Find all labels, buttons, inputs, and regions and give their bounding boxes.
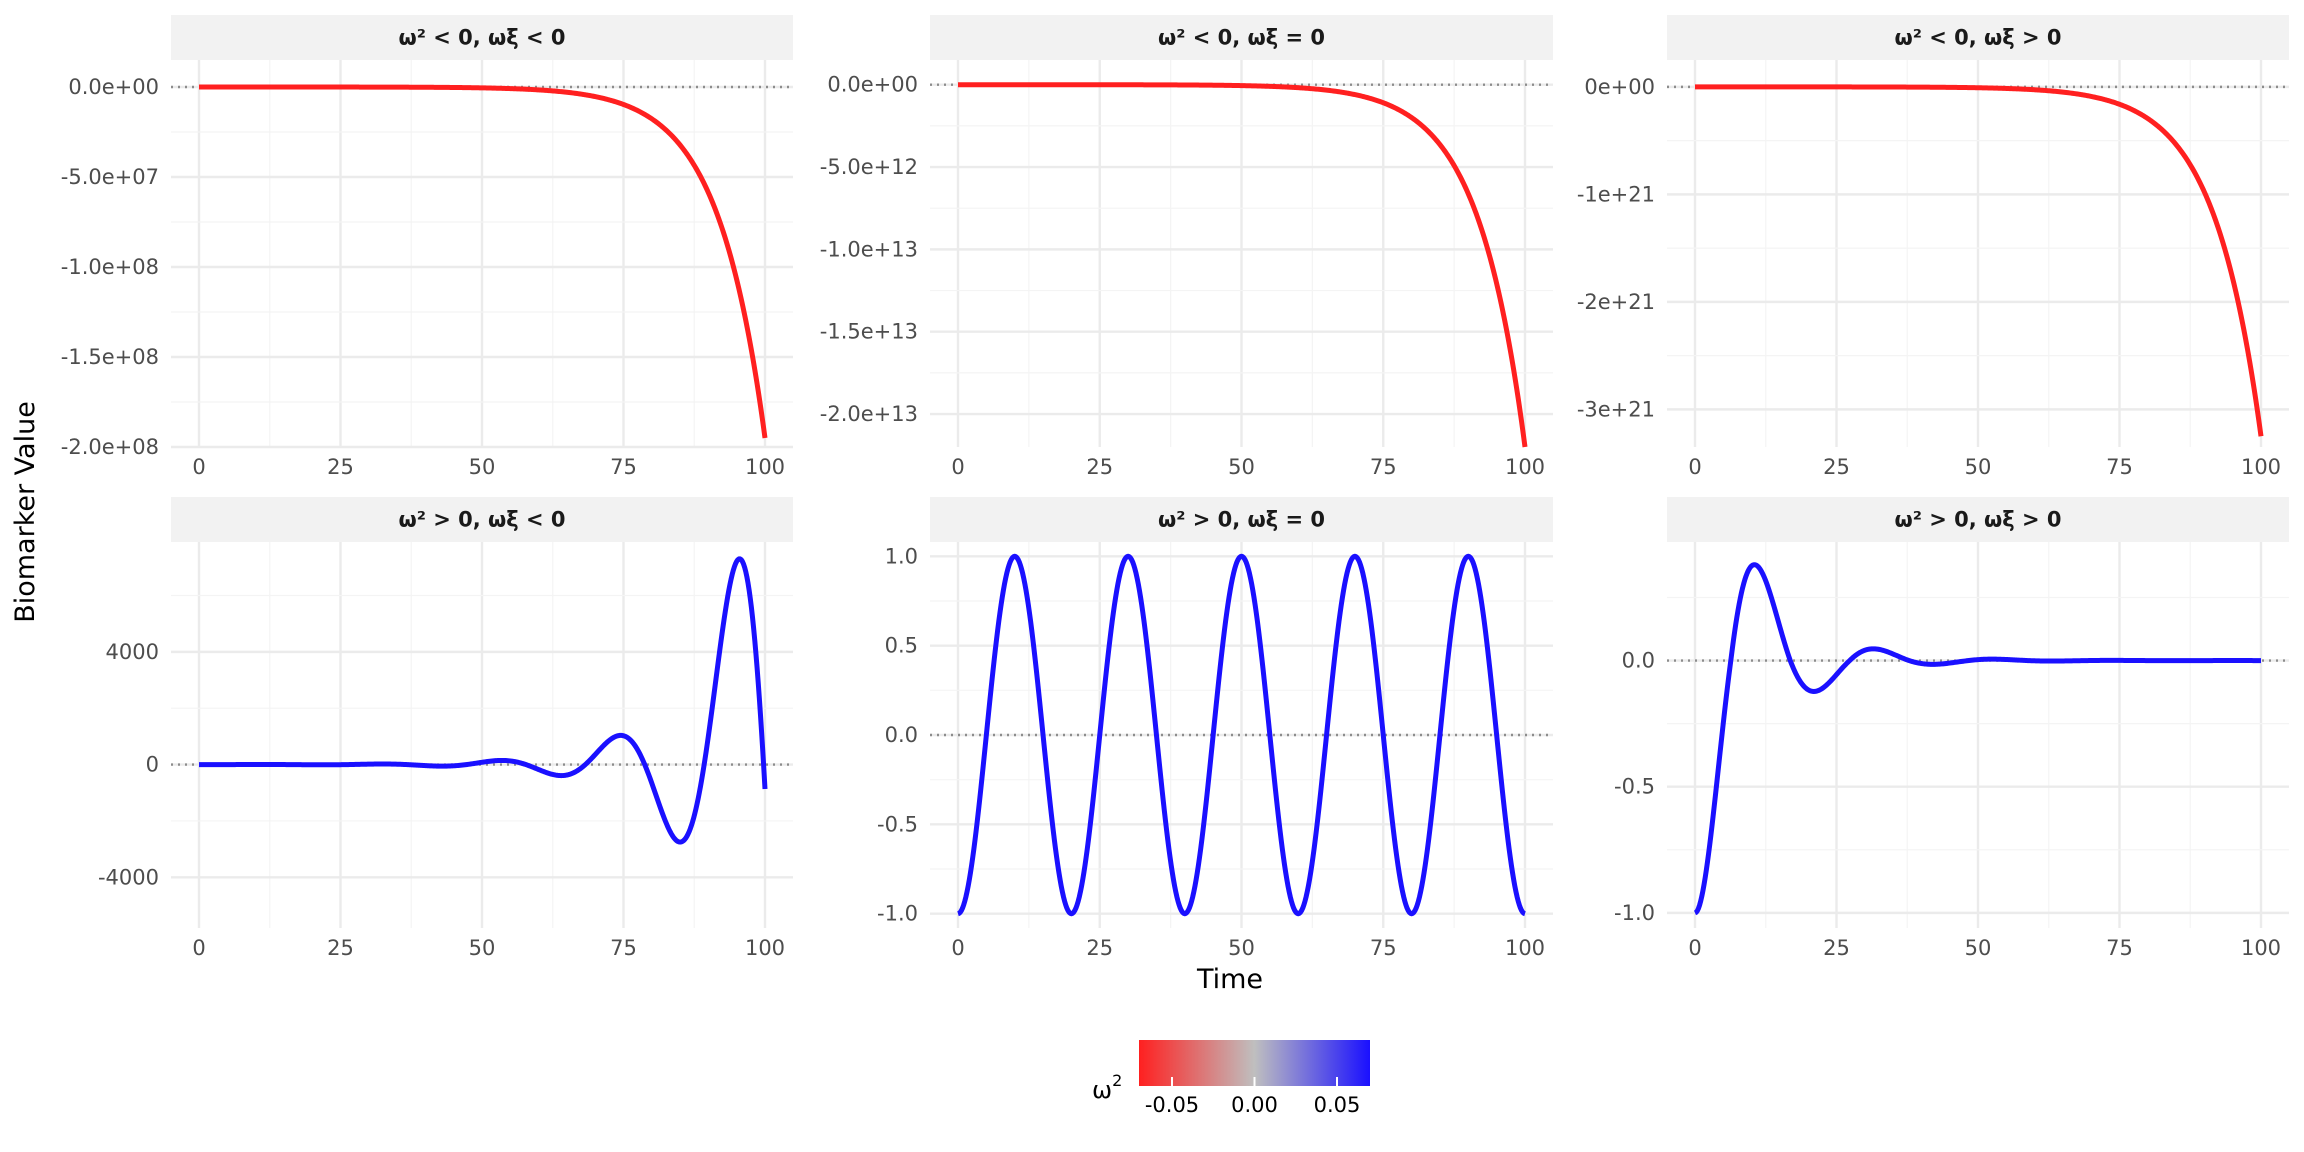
legend-tick-label: -0.05 bbox=[1145, 1093, 1199, 1117]
facet-title: ω² > 0, ωξ = 0 bbox=[1158, 508, 1325, 532]
facet-strip bbox=[930, 497, 1553, 542]
series-line bbox=[1693, 84, 2264, 437]
facet-title: ω² > 0, ωξ > 0 bbox=[1894, 508, 2061, 532]
facet-panels: ω² < 0, ωξ < 0 0.0e+00 -5.0e+07 -1.0e+08 -1.… bbox=[61, 15, 2289, 960]
x-tick-label: 75 bbox=[1370, 936, 1397, 960]
x-axis-label: Time bbox=[1196, 964, 1263, 995]
facet-title: ω² < 0, ωξ < 0 bbox=[398, 26, 565, 50]
x-tick-label: 100 bbox=[1505, 455, 1545, 479]
x-tick-label: 100 bbox=[2241, 455, 2281, 479]
facet-strip bbox=[930, 15, 1553, 60]
x-tick-label: 0 bbox=[1688, 455, 1701, 479]
x-tick-label: 0 bbox=[1688, 936, 1701, 960]
legend-title-superscript: 2 bbox=[1112, 1071, 1122, 1090]
legend-title-base: ω bbox=[1092, 1076, 1112, 1104]
series-line bbox=[197, 84, 768, 439]
x-tick-label: 75 bbox=[610, 455, 637, 479]
series-line bbox=[956, 553, 1527, 917]
x-tick-label: 100 bbox=[745, 936, 785, 960]
y-tick-label: -1e+21 bbox=[1577, 182, 1655, 206]
series-line bbox=[1693, 562, 2263, 916]
legend-tick-label: 0.00 bbox=[1231, 1093, 1278, 1117]
x-tick-label: 25 bbox=[1823, 936, 1850, 960]
x-tick-label: 50 bbox=[1228, 455, 1255, 479]
legend-title: ω2 bbox=[1092, 1071, 1122, 1104]
series-line bbox=[956, 82, 1528, 448]
y-tick-label: -0.5 bbox=[1614, 775, 1655, 799]
facet-strip bbox=[1667, 15, 2289, 60]
legend-tick-label: 0.05 bbox=[1314, 1093, 1361, 1117]
legend-ticks: -0.05 0.00 0.05 bbox=[1145, 1077, 1361, 1117]
x-tick-label: 50 bbox=[469, 455, 496, 479]
facet-panel: ω² < 0, ωξ = 0 0.0e+00 -5.0e+12 -1.0e+13 -1.… bbox=[820, 15, 1553, 479]
x-tick-label: 75 bbox=[2106, 936, 2133, 960]
y-tick-label: -3e+21 bbox=[1577, 397, 1655, 421]
facet-panel: ω² > 0, ωξ = 0 1.0 0.5 0.0 -0.5 -1.0 0 25 50 75 10… bbox=[877, 497, 1553, 960]
y-axis-label: Biomarker Value bbox=[10, 401, 41, 623]
y-tick-label: 4000 bbox=[106, 640, 159, 664]
y-tick-label: -2e+21 bbox=[1577, 290, 1655, 314]
y-tick-label: -1.5e+13 bbox=[820, 320, 918, 344]
x-tick-label: 25 bbox=[327, 936, 354, 960]
y-tick-label: -1.5e+08 bbox=[61, 345, 159, 369]
facet-title: ω² < 0, ωξ = 0 bbox=[1158, 26, 1325, 50]
x-tick-label: 75 bbox=[610, 936, 637, 960]
x-tick-label: 0 bbox=[951, 936, 964, 960]
y-tick-label: -0.5 bbox=[877, 812, 918, 836]
facet-panel: ω² > 0, ωξ > 0 0.0 -0.5 -1.0 0 25 50 75 100 bbox=[1614, 497, 2289, 960]
y-tick-label: -1.0 bbox=[877, 902, 918, 926]
y-tick-label: 0 bbox=[146, 753, 159, 777]
x-tick-label: 50 bbox=[1228, 936, 1255, 960]
y-tick-label: -2.0e+08 bbox=[61, 435, 159, 459]
y-tick-label: 1.0 bbox=[885, 544, 918, 568]
y-tick-label: 0.0e+00 bbox=[68, 75, 159, 99]
x-tick-label: 50 bbox=[469, 936, 496, 960]
x-tick-label: 0 bbox=[951, 455, 964, 479]
x-tick-label: 25 bbox=[1823, 455, 1850, 479]
x-tick-label: 50 bbox=[1965, 936, 1992, 960]
x-tick-label: 25 bbox=[1086, 936, 1113, 960]
y-tick-label: -1.0e+13 bbox=[820, 237, 918, 261]
facet-strip bbox=[171, 15, 793, 60]
x-tick-label: 50 bbox=[1965, 455, 1992, 479]
x-tick-label: 0 bbox=[192, 455, 205, 479]
color-legend: ω2 -0.05 0.00 0.05 bbox=[1092, 1040, 1370, 1117]
x-tick-label: 75 bbox=[1370, 455, 1397, 479]
y-tick-label: 0.5 bbox=[885, 634, 918, 658]
y-tick-label: -4000 bbox=[98, 865, 159, 889]
y-tick-label: 0.0 bbox=[885, 723, 918, 747]
y-tick-label: -1.0e+08 bbox=[61, 255, 159, 279]
y-tick-label: -2.0e+13 bbox=[820, 402, 918, 426]
series-line bbox=[197, 556, 768, 845]
y-tick-label: 0e+00 bbox=[1584, 75, 1655, 99]
x-tick-label: 100 bbox=[2241, 936, 2281, 960]
facet-panel: ω² > 0, ωξ < 0 4000 0 -4000 0 25 50 75 100 bbox=[98, 497, 793, 960]
y-tick-label: -5.0e+12 bbox=[820, 155, 918, 179]
facet-title: ω² > 0, ωξ < 0 bbox=[398, 508, 565, 532]
x-tick-label: 100 bbox=[745, 455, 785, 479]
facet-strip bbox=[1667, 497, 2289, 542]
facet-panel: ω² < 0, ωξ < 0 0.0e+00 -5.0e+07 -1.0e+08 -1.… bbox=[61, 15, 793, 479]
y-tick-label: -5.0e+07 bbox=[61, 165, 159, 189]
y-tick-label: -1.0 bbox=[1614, 901, 1655, 925]
x-tick-label: 25 bbox=[327, 455, 354, 479]
facet-strip bbox=[171, 497, 793, 542]
y-tick-label: 0.0 bbox=[1622, 649, 1655, 673]
facet-title: ω² < 0, ωξ > 0 bbox=[1894, 26, 2061, 50]
x-tick-label: 25 bbox=[1086, 455, 1113, 479]
x-tick-label: 100 bbox=[1505, 936, 1545, 960]
y-tick-label: 0.0e+00 bbox=[827, 73, 918, 97]
x-tick-label: 0 bbox=[192, 936, 205, 960]
x-tick-label: 75 bbox=[2106, 455, 2133, 479]
facet-panel: ω² < 0, ωξ > 0 0e+00 -1e+21 -2e+21 -3e+21 0 25… bbox=[1577, 15, 2289, 479]
